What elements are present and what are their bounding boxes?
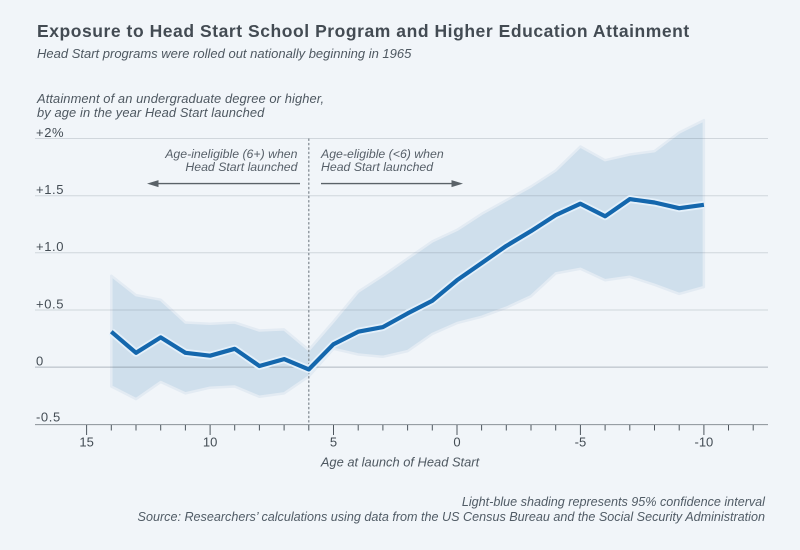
svg-text:10: 10 bbox=[203, 435, 217, 450]
svg-text:+0.5: +0.5 bbox=[36, 296, 64, 311]
svg-text:+1.5: +1.5 bbox=[36, 182, 64, 197]
svg-text:0: 0 bbox=[36, 353, 44, 368]
svg-text:Age at launch of Head Start: Age at launch of Head Start bbox=[320, 455, 481, 470]
svg-text:-0.5: -0.5 bbox=[36, 409, 61, 424]
svg-text:Head Start launched: Head Start launched bbox=[185, 160, 298, 174]
svg-text:-10: -10 bbox=[695, 435, 714, 450]
svg-text:Head Start launched: Head Start launched bbox=[321, 160, 434, 174]
svg-text:+1.0: +1.0 bbox=[36, 239, 64, 254]
svg-text:15: 15 bbox=[79, 435, 93, 450]
svg-text:+2%: +2% bbox=[36, 125, 64, 140]
svg-text:-5: -5 bbox=[575, 435, 587, 450]
svg-text:Age-eligible (<6) when: Age-eligible (<6) when bbox=[320, 147, 444, 161]
svg-text:Age-ineligible (6+) when: Age-ineligible (6+) when bbox=[164, 147, 297, 161]
svg-text:5: 5 bbox=[330, 435, 337, 450]
svg-text:0: 0 bbox=[453, 435, 460, 450]
